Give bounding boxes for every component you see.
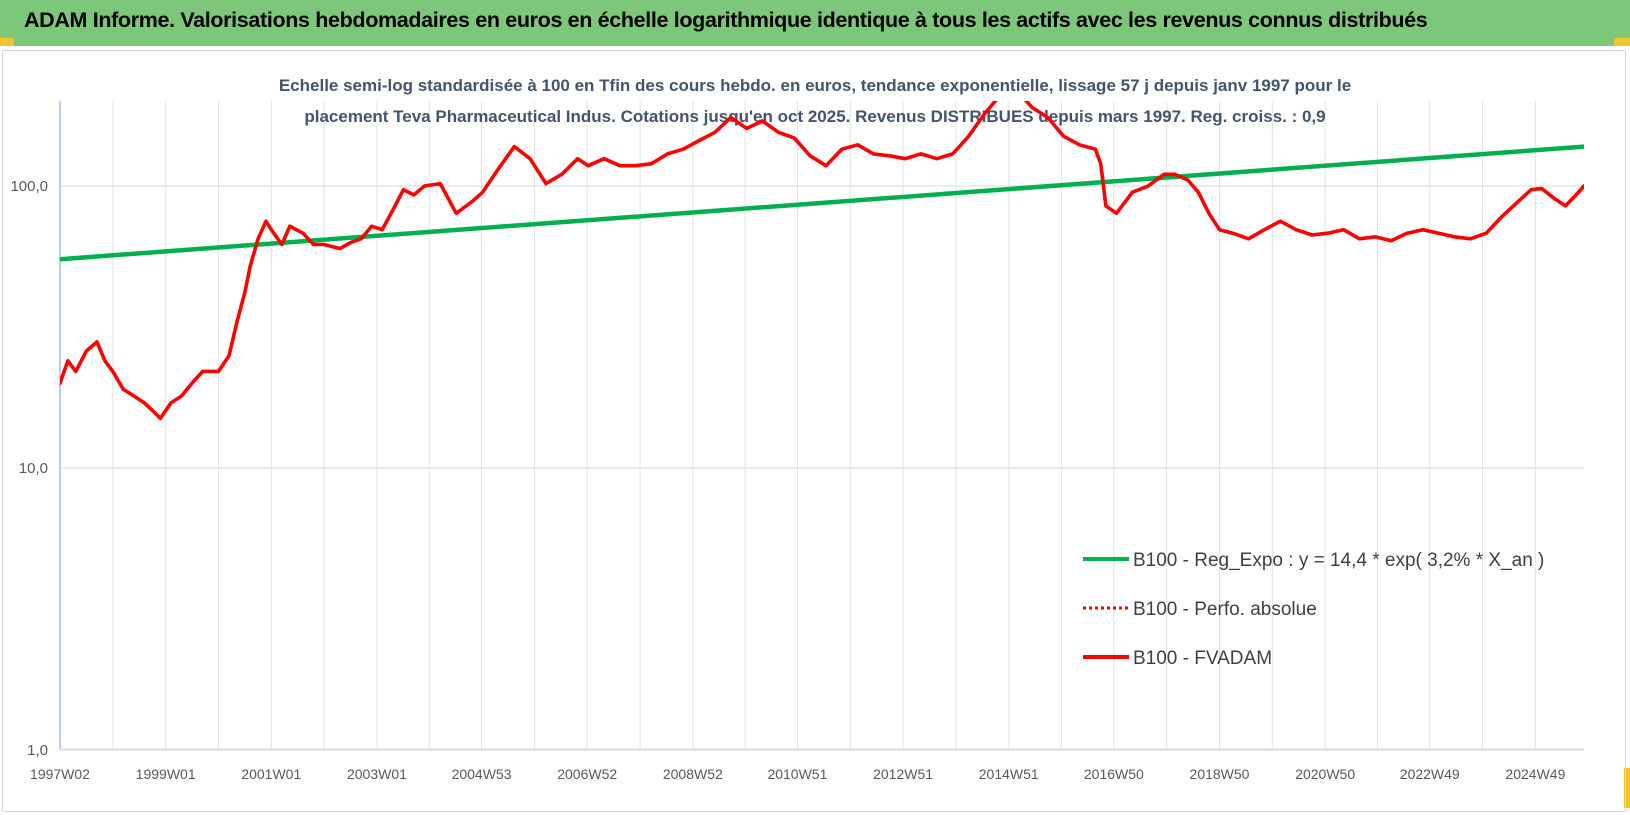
axes: 1,0 10,0 100,0 1997W02 1999W01 2001W01 2003W01… (10, 101, 1584, 782)
x-tick-label-6: 2008W52 (663, 766, 723, 782)
y-tick-label-1: 10,0 (19, 460, 48, 477)
series-line-0 (60, 144, 1584, 262)
report-title: ADAM Informe. Valorisations hebdomadaire… (24, 8, 1428, 32)
legend-label-0: B100 - Reg_Expo : y = 14,4 * exp( 3,2% *… (1133, 550, 1544, 571)
chart-subtitle-line-2: placement Teva Pharmaceutical Indus. Cot… (304, 107, 1325, 126)
y-tick-label-0: 1,0 (27, 742, 48, 759)
corner-marker-top-left (0, 38, 14, 46)
plot-series (60, 101, 1584, 421)
header-banner: ADAM Informe. Valorisations hebdomadaire… (0, 0, 1630, 46)
x-tick-label-10: 2016W50 (1084, 766, 1144, 782)
corner-marker-top-right (1614, 38, 1630, 46)
x-tick-label-7: 2010W51 (767, 766, 827, 782)
x-tick-label-9: 2014W51 (979, 766, 1039, 782)
chart-subtitle-line-1: Echelle semi-log standardisée à 100 en T… (279, 76, 1351, 95)
chart-frame (2, 50, 1626, 812)
x-tick-label-4: 2004W53 (452, 766, 512, 782)
x-tick-label-14: 2024W49 (1505, 766, 1565, 782)
x-tick-label-2: 2001W01 (241, 766, 301, 782)
legend-label-2: B100 - FVADAM (1133, 648, 1272, 669)
y-tick-label-2: 100,0 (10, 178, 48, 195)
gridlines (59, 101, 1584, 751)
x-tick-label-8: 2012W51 (873, 766, 933, 782)
corner-marker-bottom-right (1624, 768, 1630, 808)
x-tick-label-11: 2018W50 (1190, 766, 1250, 782)
x-tick-label-13: 2022W49 (1400, 766, 1460, 782)
x-tick-label-3: 2003W01 (347, 766, 407, 782)
x-tick-label-0: 1997W02 (30, 766, 90, 782)
series-line-2 (60, 101, 1584, 421)
legend-label-1: B100 - Perfo. absolue (1133, 599, 1317, 620)
x-tick-label-12: 2020W50 (1295, 766, 1355, 782)
legend: B100 - Reg_Expo : y = 14,4 * exp( 3,2% *… (1083, 550, 1544, 669)
x-tick-label-5: 2006W52 (557, 766, 617, 782)
x-tick-label-1: 1999W01 (136, 766, 196, 782)
